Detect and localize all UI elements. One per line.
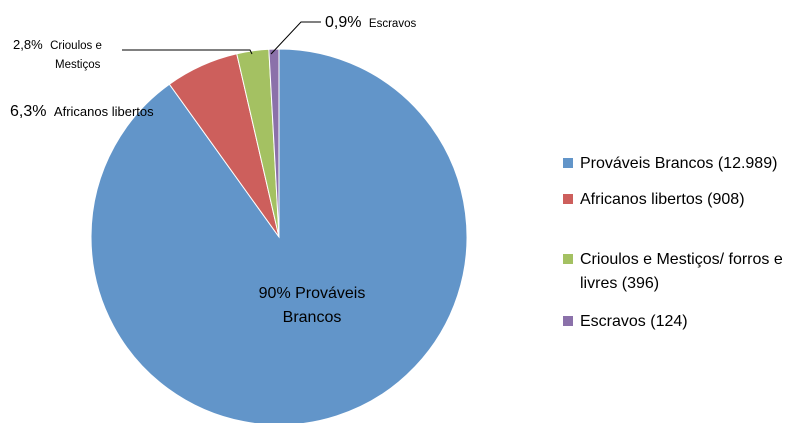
leader-line-escravos [270,21,321,55]
slice-escravos [268,48,280,238]
leader-line-crioulos [122,49,253,55]
legend: Prováveis Brancos (12.989) Africanos lib… [563,155,783,330]
legend-label-crioulos-mesticos-line2: livres (396) [580,275,659,292]
legend-swatch-provaveis-brancos [563,158,573,168]
legend-swatch-crioulos-mesticos [563,254,573,264]
label-escravos: 0,9% Escravos [325,14,416,31]
legend-label-africanos-libertos: Africanos libertos (908) [580,191,745,208]
legend-swatch-africanos-libertos [563,194,573,204]
label-crioulos-line1: 2,8% Crioulos e [13,36,102,53]
legend-label-escravos: Escravos (124) [580,313,688,330]
legend-swatch-escravos [563,316,573,326]
label-africanos-libertos: 6,3% Africanos libertos [10,103,154,120]
legend-label-provaveis-brancos: Prováveis Brancos (12.989) [580,155,777,172]
legend-label-crioulos-mesticos-line1: Crioulos e Mestiços/ forros e [580,251,783,268]
pie-slices [90,48,468,423]
label-crioulos-line2: Mestiços [55,59,101,71]
label-provaveis-brancos-line1: 90% Prováveis [259,285,366,302]
label-provaveis-brancos-line2: Brancos [283,309,342,326]
